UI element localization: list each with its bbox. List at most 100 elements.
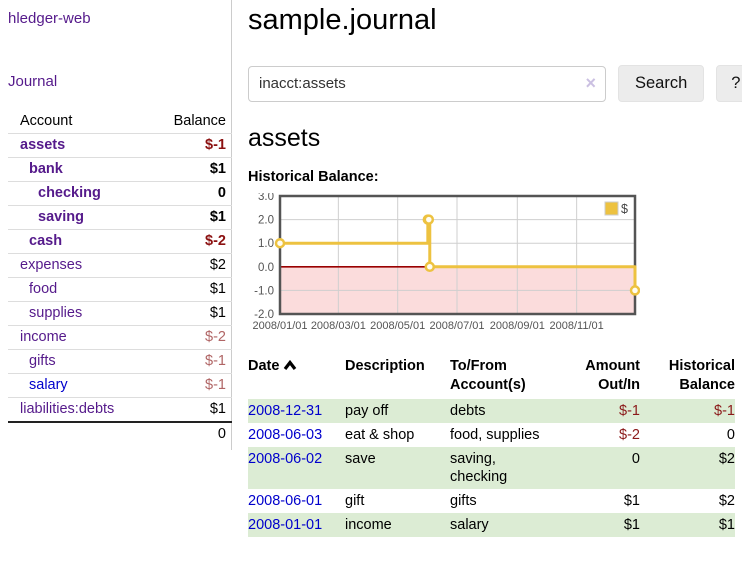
historical-balance-chart: $3.0 2.0 1.0 0.0 -1.0 -2.0 2008/01/01 2008/03/0… xyxy=(248,191,742,339)
account-link-gifts[interactable]: gifts xyxy=(29,353,56,369)
account-row: gifts $-1 xyxy=(8,349,232,374)
account-link-bank[interactable]: bank xyxy=(29,161,63,177)
search-input[interactable] xyxy=(248,65,606,102)
x-tick-label: 2008/09/01 xyxy=(490,320,545,332)
account-balance: $-1 xyxy=(205,377,226,393)
account-link-saving[interactable]: saving xyxy=(38,209,84,225)
account-row: cash $-2 xyxy=(8,229,232,254)
account-balance: $1 xyxy=(209,305,226,321)
transaction-date-cell: 2008-12-31 xyxy=(248,399,345,423)
main-content: sample.journal × Search ? assets Histori… xyxy=(232,0,742,537)
account-link-income[interactable]: income xyxy=(20,329,67,345)
app-title: hledger-web xyxy=(8,10,231,27)
transaction-date-link[interactable]: 2008-01-01 xyxy=(248,517,323,533)
transaction-date-link[interactable]: 2008-12-31 xyxy=(248,403,323,419)
transaction-balance: $2 xyxy=(718,493,735,509)
transaction-description: pay off xyxy=(345,403,389,419)
account-link-cash[interactable]: cash xyxy=(29,233,63,249)
transaction-accounts: saving, checking xyxy=(450,451,508,485)
account-link-assets[interactable]: assets xyxy=(20,137,66,153)
accounts-total-row: 0 xyxy=(8,422,232,446)
account-row: bank $1 xyxy=(8,157,232,182)
transaction-amount: $1 xyxy=(623,517,640,533)
y-tick-label: -2.0 xyxy=(254,309,274,321)
transaction-accounts: debts xyxy=(450,403,486,419)
transaction-amount: $1 xyxy=(623,493,640,509)
transaction-amount: 0 xyxy=(631,451,640,467)
help-button[interactable]: ? xyxy=(716,65,742,102)
data-point-marker xyxy=(274,237,286,249)
page-title: sample.journal xyxy=(248,4,437,36)
y-tick-label: 2.0 xyxy=(258,215,274,227)
y-tick-label: -1.0 xyxy=(254,285,274,297)
account-row: checking 0 xyxy=(8,181,232,206)
account-link-salary[interactable]: salary xyxy=(29,377,68,393)
accounts-table: Account Balance assets $-1 bank $1 checking 0… xyxy=(8,110,232,446)
account-balance: $2 xyxy=(209,257,226,273)
sidebar-nav: Journal xyxy=(8,73,231,90)
register-header-date[interactable]: Date xyxy=(248,355,345,399)
y-tick-label: 3.0 xyxy=(258,193,274,203)
account-row: saving $1 xyxy=(8,205,232,230)
transaction-description: save xyxy=(345,451,376,467)
register-header-description: Description xyxy=(345,358,425,374)
data-point-marker xyxy=(423,214,435,225)
account-name-cell: food xyxy=(8,278,143,302)
account-name-cell: supplies xyxy=(8,302,143,326)
account-row: assets $-1 xyxy=(8,133,232,158)
account-balance: $-1 xyxy=(205,137,226,153)
x-tick-label: 2008/01/01 xyxy=(252,320,307,332)
nav-journal-link[interactable]: Journal xyxy=(8,73,58,90)
account-name-cell: checking xyxy=(8,182,143,206)
transaction-date-cell: 2008-06-01 xyxy=(248,489,345,513)
account-row: salary $-1 xyxy=(8,373,232,398)
accounts-header-balance: Balance xyxy=(173,113,226,129)
account-link-checking[interactable]: checking xyxy=(38,185,101,201)
x-tick-label: 2008/11/01 xyxy=(550,320,604,332)
legend-swatch xyxy=(604,201,619,216)
data-point-marker xyxy=(424,261,436,273)
account-name-cell: saving xyxy=(8,206,143,230)
accounts-header-account: Account xyxy=(20,113,73,129)
transaction-date-link[interactable]: 2008-06-03 xyxy=(248,427,323,443)
account-link-supplies[interactable]: supplies xyxy=(29,305,83,321)
sidebar: hledger-web Journal Account Balance asse… xyxy=(0,0,232,450)
search-button[interactable]: Search xyxy=(618,65,705,102)
transaction-row: 2008-12-31 pay off debts $-1 $-1 xyxy=(248,399,735,423)
transaction-date-cell: 2008-06-03 xyxy=(248,423,345,447)
clear-search-icon[interactable]: × xyxy=(585,72,596,93)
data-point-marker xyxy=(629,285,641,296)
search-box: × xyxy=(248,65,606,102)
x-tick-label: 2008/03/01 xyxy=(311,320,366,332)
account-name-cell: salary xyxy=(8,374,143,398)
account-balance: $1 xyxy=(209,161,226,177)
account-name-cell: cash xyxy=(8,230,143,254)
app-title-link[interactable]: hledger-web xyxy=(8,10,91,27)
account-row: income $-2 xyxy=(8,325,232,350)
transaction-date-link[interactable]: 2008-06-01 xyxy=(248,493,323,509)
register-header-date-label: Date xyxy=(248,358,280,374)
account-link-food[interactable]: food xyxy=(29,281,58,297)
account-name-cell: income xyxy=(8,326,143,350)
accounts-header-row: Account Balance xyxy=(8,110,232,134)
transaction-row: 2008-06-02 save saving, checking 0 $2 xyxy=(248,447,735,489)
transaction-date-link[interactable]: 2008-06-02 xyxy=(248,451,323,467)
account-balance: $1 xyxy=(209,401,226,417)
register-header-balance: Historical Balance xyxy=(668,358,735,393)
transaction-date-cell: 2008-01-01 xyxy=(248,513,345,537)
account-link-liabilities-debts[interactable]: liabilities:debts xyxy=(20,401,115,417)
account-balance: $1 xyxy=(209,209,226,225)
account-name-cell: expenses xyxy=(8,254,143,278)
y-tick-label: 1.0 xyxy=(258,238,274,250)
transaction-balance: 0 xyxy=(726,427,735,443)
account-balance: $-2 xyxy=(205,329,226,345)
transaction-amount: $-1 xyxy=(619,403,640,419)
account-link-expenses[interactable]: expenses xyxy=(20,257,83,273)
transaction-balance: $-1 xyxy=(714,403,735,419)
account-balance: $-1 xyxy=(205,353,226,369)
transaction-balance: $1 xyxy=(718,517,735,533)
transaction-accounts: food, supplies xyxy=(450,427,540,443)
register-table: Date Description To/From Account(s) Amou… xyxy=(248,355,735,537)
accounts-total-spacer xyxy=(8,422,143,446)
